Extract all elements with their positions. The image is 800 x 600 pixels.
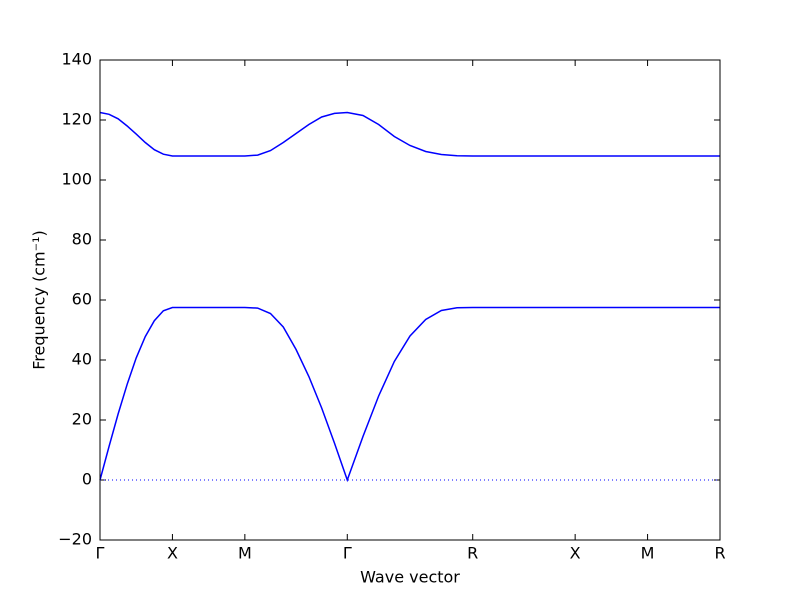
y-tick-label: 20 [72,410,92,429]
x-tick-label: Γ [96,544,105,563]
x-tick-label: X [167,544,178,563]
y-tick-label: 140 [61,50,92,69]
y-tick-label: 120 [61,110,92,129]
x-tick-label: Γ [343,544,352,563]
x-tick-label: M [238,544,252,563]
band-line [99,306,720,483]
y-tick-label: 0 [82,470,92,489]
y-tick-label: 80 [72,230,92,249]
x-tick-label: X [570,544,581,563]
x-tick-label: R [714,544,725,563]
x-axis-label: Wave vector [360,568,460,587]
y-axis-label: Frequency (cm⁻¹) [30,230,49,369]
y-tick-label: 100 [61,170,92,189]
band-line [99,111,720,157]
y-tick-label: −20 [58,530,92,549]
plot-frame [99,59,721,541]
y-tick-label: 60 [72,290,92,309]
plot-area [100,60,720,540]
y-tick-label: 40 [72,350,92,369]
x-tick-label: M [641,544,655,563]
x-tick-label: R [467,544,478,563]
